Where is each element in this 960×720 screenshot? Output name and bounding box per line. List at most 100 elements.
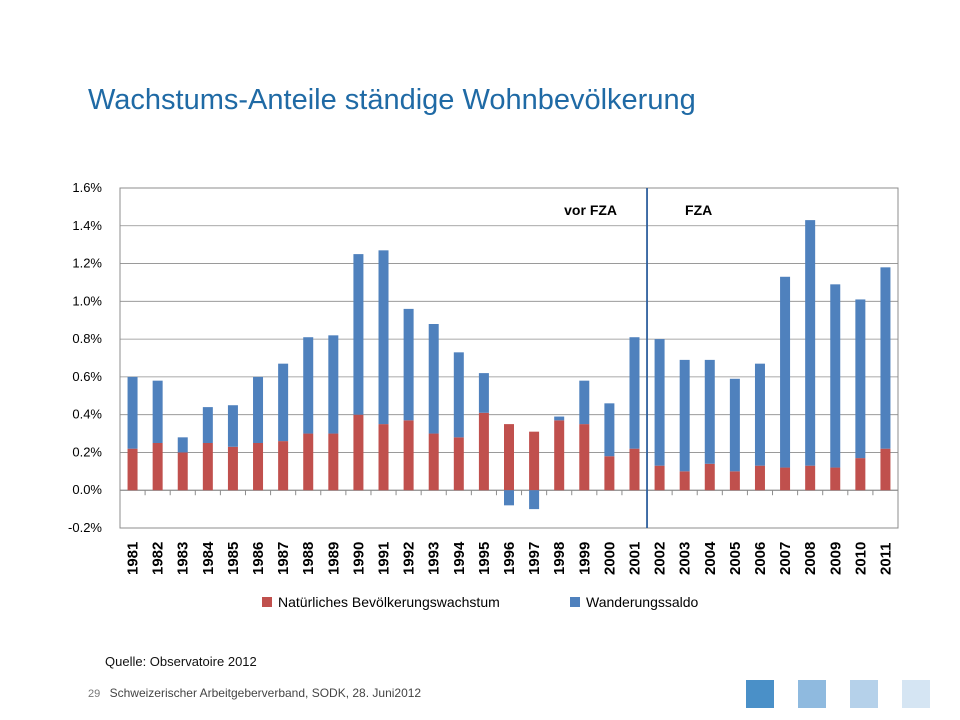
bar-natural-2004 bbox=[704, 463, 715, 491]
x-tick-label: 2001 bbox=[626, 542, 643, 575]
bar-migration-2005 bbox=[729, 378, 740, 472]
slide-title: Wachstums-Anteile ständige Wohnbevölkeru… bbox=[88, 84, 696, 116]
x-tick-label: 2000 bbox=[601, 542, 618, 575]
bar-migration-1982 bbox=[152, 380, 163, 443]
bar-natural-1994 bbox=[453, 437, 464, 491]
legend-migration-label: Wanderungssaldo bbox=[586, 594, 699, 610]
bar-natural-1997 bbox=[529, 431, 540, 491]
bar-migration-1991 bbox=[378, 250, 389, 425]
bar-natural-1990 bbox=[353, 414, 364, 491]
bar-migration-1981 bbox=[127, 376, 138, 449]
deco-square-3 bbox=[850, 680, 878, 708]
bar-natural-1992 bbox=[403, 420, 414, 491]
bar-natural-2000 bbox=[604, 456, 615, 491]
y-tick-label: 1.0% bbox=[72, 293, 102, 308]
bar-migration-1989 bbox=[328, 335, 339, 434]
bar-natural-1983 bbox=[177, 452, 188, 491]
bar-natural-2008 bbox=[805, 465, 816, 491]
x-tick-label: 1993 bbox=[426, 542, 443, 575]
y-tick-label: 1.2% bbox=[72, 256, 102, 271]
y-tick-label: 1.6% bbox=[72, 180, 102, 195]
x-tick-label: 2004 bbox=[702, 541, 719, 575]
y-tick-label: 1.4% bbox=[72, 218, 102, 233]
bar-natural-1985 bbox=[227, 446, 238, 491]
legend-natural-label: Natürliches Bevölkerungswachstum bbox=[278, 594, 500, 610]
bar-natural-1988 bbox=[303, 433, 314, 491]
bar-natural-2002 bbox=[654, 465, 665, 491]
bar-migration-1987 bbox=[278, 363, 289, 442]
x-tick-label: 2005 bbox=[727, 542, 744, 575]
bar-natural-2001 bbox=[629, 448, 640, 491]
x-tick-label: 1997 bbox=[526, 542, 543, 575]
x-tick-label: 1986 bbox=[250, 542, 267, 575]
bar-migration-1996 bbox=[504, 490, 514, 506]
bar-migration-2007 bbox=[780, 276, 791, 468]
x-tick-label: 1999 bbox=[576, 542, 593, 575]
y-tick-label: 0.2% bbox=[72, 444, 102, 459]
legend-migration-swatch bbox=[570, 597, 580, 607]
x-tick-label: 2010 bbox=[852, 542, 869, 575]
footer: 29 Schweizerischer Arbeitgeberverband, S… bbox=[88, 686, 421, 700]
bar-migration-2001 bbox=[629, 337, 640, 449]
deco-square-4 bbox=[902, 680, 930, 708]
x-tick-label: 2007 bbox=[777, 542, 794, 575]
bar-migration-1994 bbox=[453, 352, 464, 438]
bar-natural-2003 bbox=[679, 471, 690, 491]
bar-natural-2010 bbox=[855, 458, 866, 491]
bar-natural-1999 bbox=[579, 424, 590, 491]
divider-label-before: vor FZA bbox=[564, 202, 617, 218]
bar-natural-1996 bbox=[504, 424, 514, 491]
y-tick-label: 0.4% bbox=[72, 407, 102, 422]
page-number: 29 bbox=[88, 688, 101, 700]
bar-migration-2002 bbox=[654, 339, 665, 466]
x-tick-label: 1992 bbox=[401, 542, 418, 575]
y-tick-label: -0.2% bbox=[68, 520, 102, 535]
bar-natural-1991 bbox=[378, 424, 389, 491]
bar-natural-2007 bbox=[780, 467, 791, 491]
growth-share-chart: -0.2% 0.0% 0.2% 0.4% 0.6% 0.8% 1.0% 1.2% 1.4% 1.6… bbox=[68, 180, 899, 610]
bar-migration-2010 bbox=[855, 299, 866, 459]
bar-natural-1981 bbox=[127, 448, 138, 491]
y-tick-label: 0.0% bbox=[72, 482, 102, 497]
x-tick-labels: 1981 1982 1983 1984 1985 1986 1987 1988 1989 1990… bbox=[125, 541, 895, 575]
bar-migration-1990 bbox=[353, 254, 364, 415]
y-tick-label: 0.6% bbox=[72, 369, 102, 384]
footer-text: Schweizerischer Arbeitgeberverband, SODK… bbox=[109, 686, 422, 700]
bar-migration-1997 bbox=[529, 490, 540, 510]
x-tick-label: 1981 bbox=[125, 542, 142, 575]
bar-migration-1984 bbox=[202, 407, 213, 443]
legend-natural-swatch bbox=[262, 597, 272, 607]
bar-migration-1985 bbox=[227, 405, 238, 447]
bar-migration-2003 bbox=[679, 359, 690, 472]
x-tick-label: 2006 bbox=[752, 542, 769, 575]
bar-migration-2006 bbox=[754, 363, 765, 466]
x-tick-label: 1985 bbox=[225, 542, 242, 575]
bar-natural-1995 bbox=[478, 412, 489, 491]
bar-migration-1995 bbox=[478, 373, 489, 413]
source-note: Quelle: Observatoire 2012 bbox=[105, 654, 257, 669]
x-tick-label: 2009 bbox=[827, 542, 844, 575]
bars-layer bbox=[127, 220, 891, 510]
x-tick-label: 1994 bbox=[451, 541, 468, 575]
deco-square-1 bbox=[746, 680, 774, 708]
x-tick-label: 1989 bbox=[325, 542, 342, 575]
deco-square-2 bbox=[798, 680, 826, 708]
x-tick-label: 2003 bbox=[677, 542, 694, 575]
bar-natural-1989 bbox=[328, 433, 339, 491]
bar-natural-2011 bbox=[880, 448, 891, 491]
bar-natural-2009 bbox=[830, 467, 841, 491]
bar-migration-2011 bbox=[880, 267, 891, 449]
bar-natural-1993 bbox=[428, 433, 439, 491]
x-tick-label: 1990 bbox=[350, 542, 367, 575]
y-tick-label: 0.8% bbox=[72, 331, 102, 346]
bar-natural-1998 bbox=[554, 420, 565, 491]
bar-migration-1988 bbox=[303, 337, 314, 434]
x-tick-label: 1982 bbox=[150, 542, 167, 575]
legend: Natürliches Bevölkerungswachstum Wanderun… bbox=[262, 594, 699, 610]
x-tick-label: 1987 bbox=[275, 542, 292, 575]
bar-migration-1986 bbox=[253, 376, 264, 443]
x-tick-label: 1998 bbox=[551, 542, 568, 575]
x-tick-label: 1988 bbox=[300, 542, 317, 575]
bar-migration-2009 bbox=[830, 284, 841, 468]
x-tick-label: 2002 bbox=[652, 542, 669, 575]
